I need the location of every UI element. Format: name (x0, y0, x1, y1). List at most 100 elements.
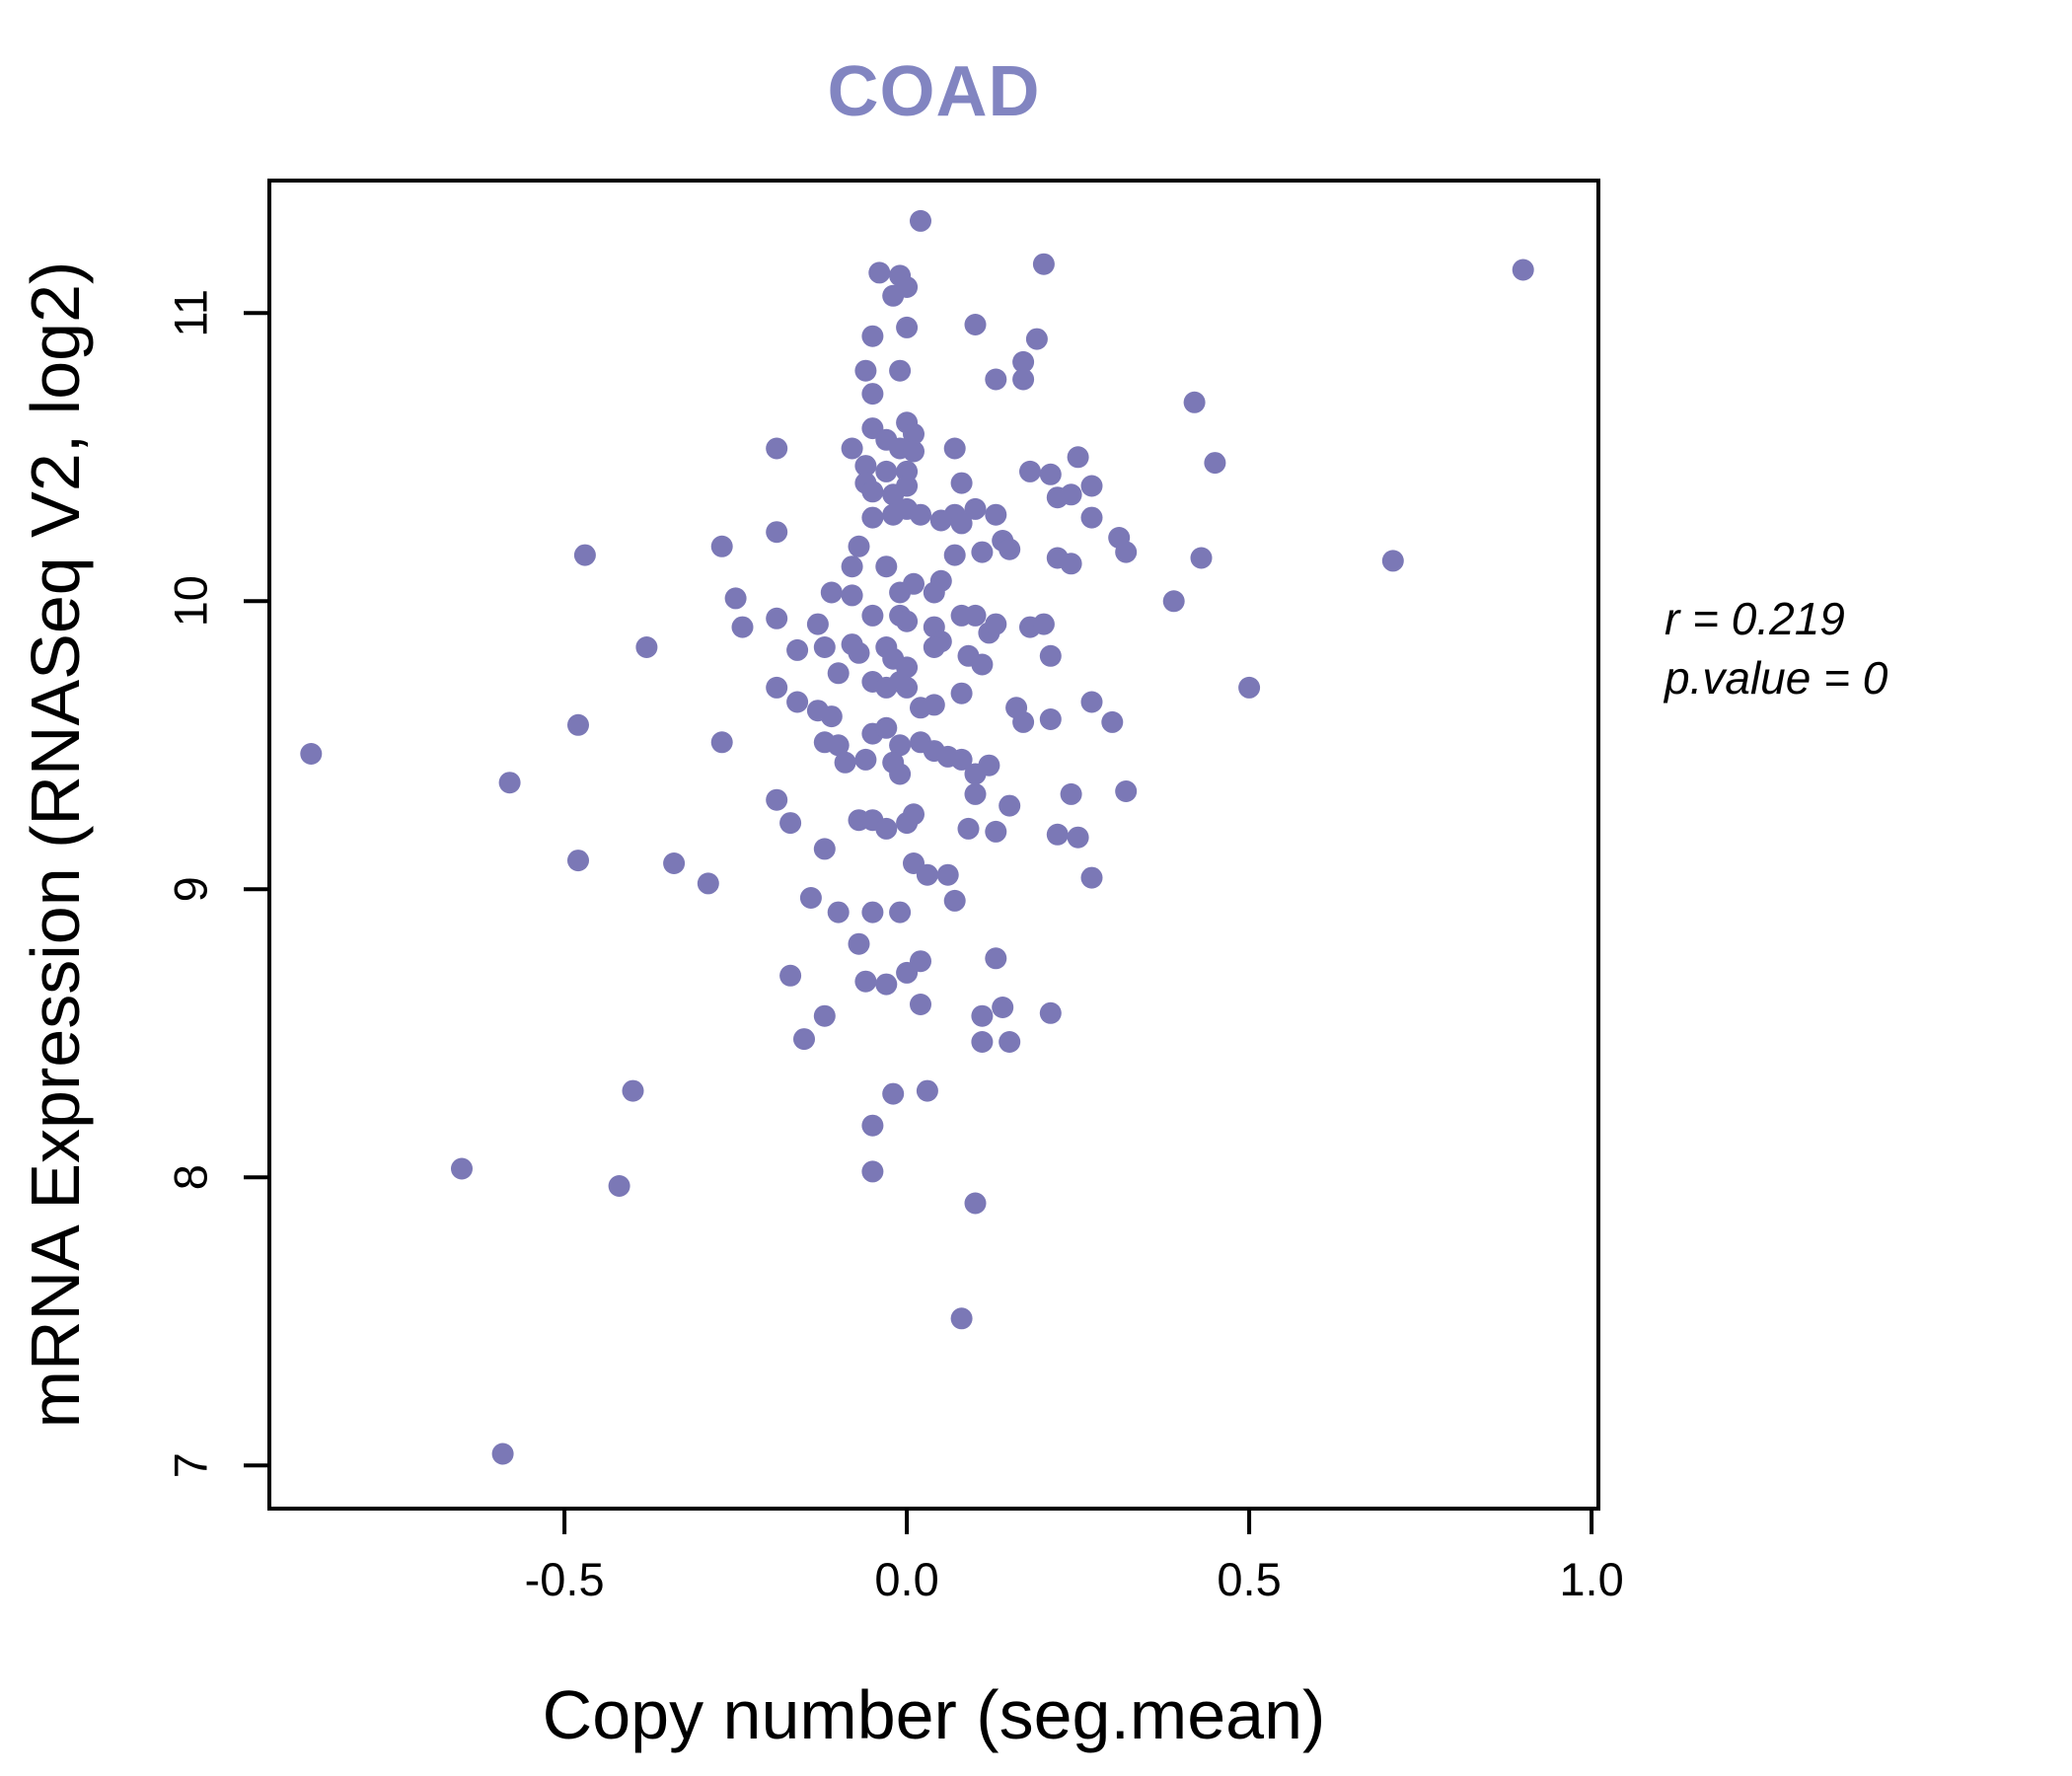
data-point (793, 1028, 815, 1051)
data-point (731, 616, 754, 638)
data-point (1025, 328, 1048, 350)
data-point (861, 325, 884, 347)
data-point (889, 901, 912, 924)
pvalue-annotation: p.value = 0 (1665, 652, 1888, 703)
data-point (854, 748, 877, 771)
data-point (1115, 541, 1138, 563)
data-point (766, 437, 788, 460)
data-point (985, 613, 1007, 635)
data-point (841, 437, 863, 460)
data-point (861, 481, 884, 503)
x-axis-title: Copy number (seg.mean) (542, 1676, 1326, 1753)
data-point (999, 538, 1021, 560)
data-point (1060, 782, 1082, 805)
data-point (1190, 547, 1213, 569)
data-point (923, 636, 945, 658)
x-tick-label: 0.5 (1217, 1553, 1281, 1605)
data-point (1012, 350, 1035, 373)
data-point (943, 437, 966, 460)
data-point (985, 820, 1007, 843)
data-point (841, 555, 863, 578)
data-point (1039, 644, 1062, 667)
data-point (971, 653, 994, 676)
data-point (964, 782, 987, 805)
data-point (786, 638, 809, 661)
data-point (936, 863, 959, 886)
data-point (882, 503, 905, 526)
data-point (1080, 866, 1103, 889)
data-point (1012, 368, 1035, 391)
data-point (848, 535, 870, 557)
data-point (950, 1307, 973, 1330)
data-point (766, 607, 788, 629)
correlation-annotation: r = 0.219 (1665, 593, 1845, 644)
data-point (999, 1031, 1021, 1053)
data-point (882, 284, 905, 307)
data-point (910, 994, 931, 1015)
data-point (964, 1192, 987, 1215)
x-tick-label: 0.0 (874, 1553, 938, 1605)
data-point (875, 460, 898, 482)
plot-border (267, 179, 1600, 1511)
data-point (1060, 553, 1082, 575)
data-point (806, 613, 829, 635)
data-point (916, 863, 938, 886)
data-point (827, 662, 850, 685)
data-point (896, 316, 919, 338)
data-point (451, 1157, 473, 1180)
data-point (491, 1443, 514, 1465)
data-point (861, 383, 884, 406)
data-point (875, 555, 898, 578)
data-point (854, 970, 877, 993)
data-point (957, 817, 980, 840)
data-point (882, 483, 905, 506)
data-point (813, 1004, 836, 1027)
data-point (820, 705, 843, 728)
data-point (861, 1160, 884, 1183)
data-point (985, 503, 1007, 526)
data-point (1019, 460, 1041, 482)
data-point (1080, 475, 1103, 497)
data-point (971, 541, 994, 563)
data-point (964, 604, 987, 627)
data-point (950, 682, 973, 704)
data-point (786, 691, 809, 713)
data-point (964, 497, 987, 520)
data-point (1032, 613, 1055, 635)
data-point (834, 751, 856, 774)
data-point (1381, 550, 1404, 572)
data-point (766, 676, 788, 699)
data-point (903, 422, 925, 445)
data-point (964, 314, 987, 335)
y-tick-label: 8 (164, 1164, 216, 1190)
data-point (910, 503, 931, 526)
data-point (950, 472, 973, 494)
data-point (1238, 676, 1261, 699)
data-point (1183, 391, 1206, 413)
data-point (923, 694, 945, 716)
data-point (848, 641, 870, 664)
data-point (1012, 710, 1035, 733)
data-point (875, 716, 898, 739)
y-axis-title-text: mRNA Expression (RNASeq V2, log2) (17, 260, 94, 1429)
data-point (1032, 253, 1055, 275)
data-point (608, 1175, 630, 1197)
data-point (573, 544, 596, 566)
data-point (854, 359, 877, 382)
data-point (985, 947, 1007, 970)
data-point (1039, 1001, 1062, 1024)
data-point (779, 964, 802, 987)
data-point (943, 889, 966, 912)
data-point (971, 1004, 994, 1027)
data-point (567, 713, 589, 736)
data-point (999, 794, 1021, 817)
x-tick-label: -0.5 (525, 1553, 605, 1605)
data-point (889, 763, 912, 785)
data-point (766, 521, 788, 544)
data-point (799, 887, 822, 909)
data-point (1101, 710, 1124, 733)
data-point (916, 1079, 938, 1102)
data-point (910, 209, 931, 232)
